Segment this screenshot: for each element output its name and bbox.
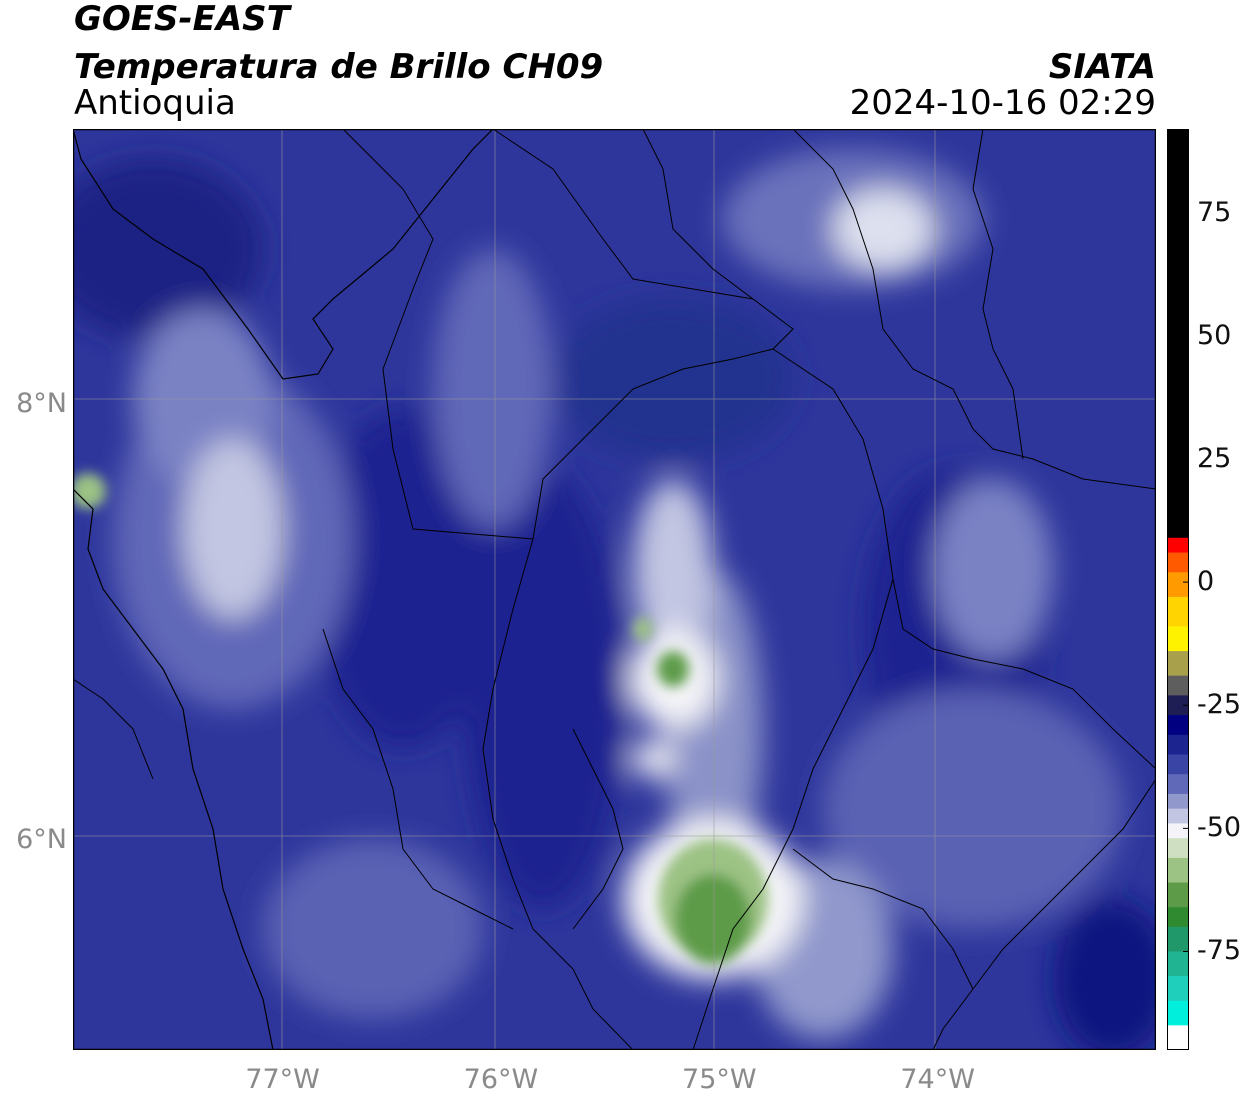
colorbar-segment [1167,882,1189,908]
coastline [73,129,494,1050]
colorbar-segment [1167,951,1189,977]
colorbar-segment [1167,793,1189,810]
gridlines [73,129,1156,1050]
brightness-temperature-map [73,129,1156,1050]
colorbar-tick-label: 50 [1197,319,1232,351]
colorbar-segment [1167,1025,1189,1050]
colorbar-segment [1167,857,1189,884]
colorbar-tick-label: -25 [1197,689,1242,721]
colorbar-segment [1167,754,1189,775]
colorbar-tick-label: -75 [1197,935,1242,967]
longitude-tick-label: 77°W [245,1064,320,1095]
colorbar-segment [1167,537,1189,554]
datetime-label: 2024-10-16 02:29 [849,83,1156,123]
colorbar-tick-label: 25 [1197,442,1232,474]
longitude-tick-label: 74°W [900,1064,975,1095]
colorbar-segment [1167,976,1189,1002]
longitude-tick-label: 75°W [682,1064,757,1095]
satellite-title: GOES-EAST [74,0,290,39]
colorbar-segment [1167,626,1189,652]
department-borders [73,129,1156,1050]
colorbar-segment [1167,734,1189,755]
cloud-field [73,129,1156,1050]
agency-label: SIATA [1048,47,1156,87]
colorbar-segment [1167,1000,1189,1026]
longitude-tick-label: 76°W [463,1064,539,1095]
colorbar-segment [1167,651,1189,677]
region-label: Antioquia [74,83,236,123]
colorbar-segment [1167,838,1189,859]
colorbar-segment [1167,823,1189,839]
colorbar-segment [1167,715,1189,736]
colorbar-segment [1167,552,1189,573]
colorbar-segment [1167,695,1189,716]
colorbar-tick-label: 75 [1197,196,1232,228]
colorbar-segment [1167,129,1189,539]
temperature-colorbar [1167,129,1189,1050]
latitude-tick-label: 8°N [16,387,67,419]
colorbar-segment [1167,808,1189,824]
product-title: Temperatura de Brillo CH09 [74,47,604,87]
colorbar-segment [1167,675,1189,696]
colorbar-segment [1167,572,1189,598]
colorbar-tick-label: -50 [1197,812,1242,844]
colorbar-segment [1167,774,1189,795]
latitude-tick-label: 6°N [16,824,67,856]
colorbar-segment [1167,926,1189,952]
colorbar-segment [1167,907,1189,928]
colorbar-segment [1167,596,1189,627]
colorbar-tick-label: 0 [1197,566,1215,598]
